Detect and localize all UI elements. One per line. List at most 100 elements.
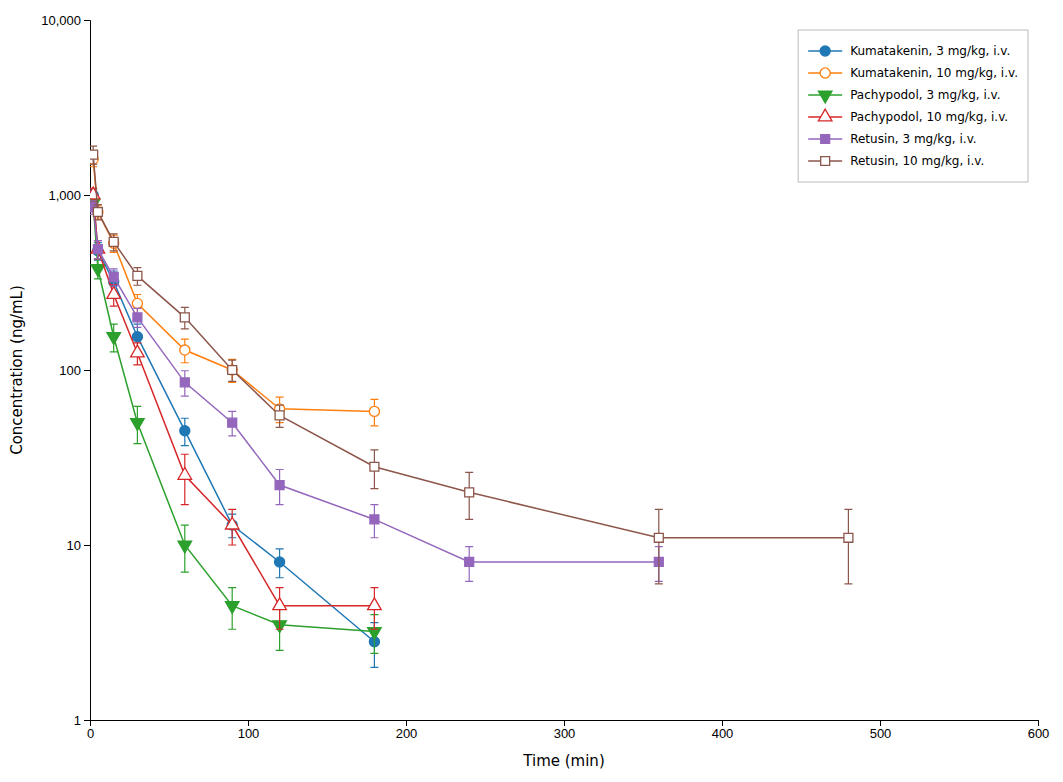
error-bar (133, 308, 141, 327)
tick: 300 (554, 720, 576, 741)
legend-label: Pachypodol, 3 mg/kg, i.v. (850, 88, 1000, 102)
tick-label: 100 (59, 363, 81, 378)
point (228, 418, 237, 427)
legend-frame (798, 30, 1028, 182)
tick-label: 300 (554, 726, 576, 741)
axis-line (91, 721, 1039, 727)
tick: 500 (870, 720, 892, 741)
tick-label: 400 (712, 726, 734, 741)
point (178, 468, 192, 480)
x-axis-title: Time (min) (522, 752, 604, 770)
y-axis-title: Concentration (ng/mL) (8, 285, 26, 455)
legend-label: Kumatakenin, 3 mg/kg, i.v. (850, 44, 1010, 58)
axis-line (84, 21, 91, 721)
tick: 0 (87, 720, 94, 741)
x-axis: 0 100 200 300 400 500 600 (87, 720, 1049, 741)
point (180, 378, 189, 387)
point (90, 187, 100, 199)
error-bar (276, 470, 284, 505)
point (107, 333, 121, 345)
tick-label: 100 (238, 726, 260, 741)
point (225, 517, 239, 529)
legend-item: Pachypodol, 3 mg/kg, i.v. (808, 88, 1000, 103)
error-bar (276, 405, 284, 427)
point (368, 598, 382, 610)
point (93, 207, 102, 216)
point (109, 238, 119, 248)
point (275, 411, 284, 420)
legend-swatch-marker (821, 135, 830, 144)
tick-label: 10 (67, 538, 81, 553)
legend-label: Retusin, 3 mg/kg, i.v. (850, 132, 976, 146)
tick-mark (248, 720, 249, 726)
series-line (93, 159, 374, 411)
error-bar (370, 505, 378, 538)
tick-mark (406, 720, 407, 726)
error-bar (655, 509, 663, 584)
series-line (93, 195, 374, 642)
series (90, 146, 853, 584)
tick: 1 (74, 713, 90, 728)
tick: 1,000 (48, 188, 90, 203)
tick: 600 (1028, 720, 1050, 741)
tick-label: 500 (870, 726, 892, 741)
legend-item: Kumatakenin, 10 mg/kg, i.v. (808, 66, 1018, 80)
tick-label: 1,000 (48, 188, 81, 203)
point (369, 406, 379, 416)
legend-swatch-marker (820, 46, 830, 56)
tick: 10,000 (41, 13, 90, 28)
tick: 100 (238, 720, 260, 741)
error-bar (181, 371, 189, 396)
legend-item: Retusin, 3 mg/kg, i.v. (808, 132, 976, 146)
tick-mark (84, 20, 90, 21)
error-bar (844, 509, 852, 584)
tick-mark (722, 720, 723, 726)
legend-swatch-marker (821, 157, 830, 166)
series-line (93, 203, 374, 632)
point (275, 557, 285, 567)
error-bar (465, 547, 473, 582)
series (90, 187, 381, 629)
point (109, 237, 118, 246)
point (109, 273, 118, 282)
tick-mark (84, 720, 90, 721)
point (133, 271, 142, 280)
error-bar (94, 241, 102, 259)
point (370, 462, 379, 471)
point (227, 365, 237, 375)
error-bar (228, 360, 236, 381)
point (133, 313, 142, 322)
series-line (93, 155, 848, 538)
point (180, 313, 189, 322)
tick-mark (84, 545, 90, 546)
series (90, 201, 663, 581)
tick-mark (84, 195, 90, 196)
series-line (93, 195, 374, 606)
point (93, 245, 102, 254)
error-bar (110, 269, 118, 286)
point (131, 345, 145, 357)
error-bar (181, 307, 189, 328)
legend-label: Retusin, 10 mg/kg, i.v. (850, 154, 984, 168)
error-bar (370, 450, 378, 489)
point (273, 598, 287, 610)
tick: 200 (396, 720, 418, 741)
series-line (93, 207, 659, 562)
legend-item: Pachypodol, 10 mg/kg, i.v. (808, 109, 1008, 124)
point (132, 298, 142, 308)
series (90, 197, 381, 654)
point (654, 533, 663, 542)
tick-label: 10,000 (41, 13, 81, 28)
chart: 0 100 200 300 400 500 600 1 10 100 1,000 10,000 Time… (0, 0, 1063, 782)
point (93, 246, 103, 256)
error-bar (94, 241, 102, 259)
error-bar (110, 234, 118, 251)
legend-label: Kumatakenin, 10 mg/kg, i.v. (850, 66, 1018, 80)
point (275, 481, 284, 490)
point (132, 332, 142, 342)
tick-mark (564, 720, 565, 726)
error-bar (465, 472, 473, 519)
tick-label: 200 (396, 726, 418, 741)
point (465, 488, 474, 497)
point (93, 207, 103, 217)
